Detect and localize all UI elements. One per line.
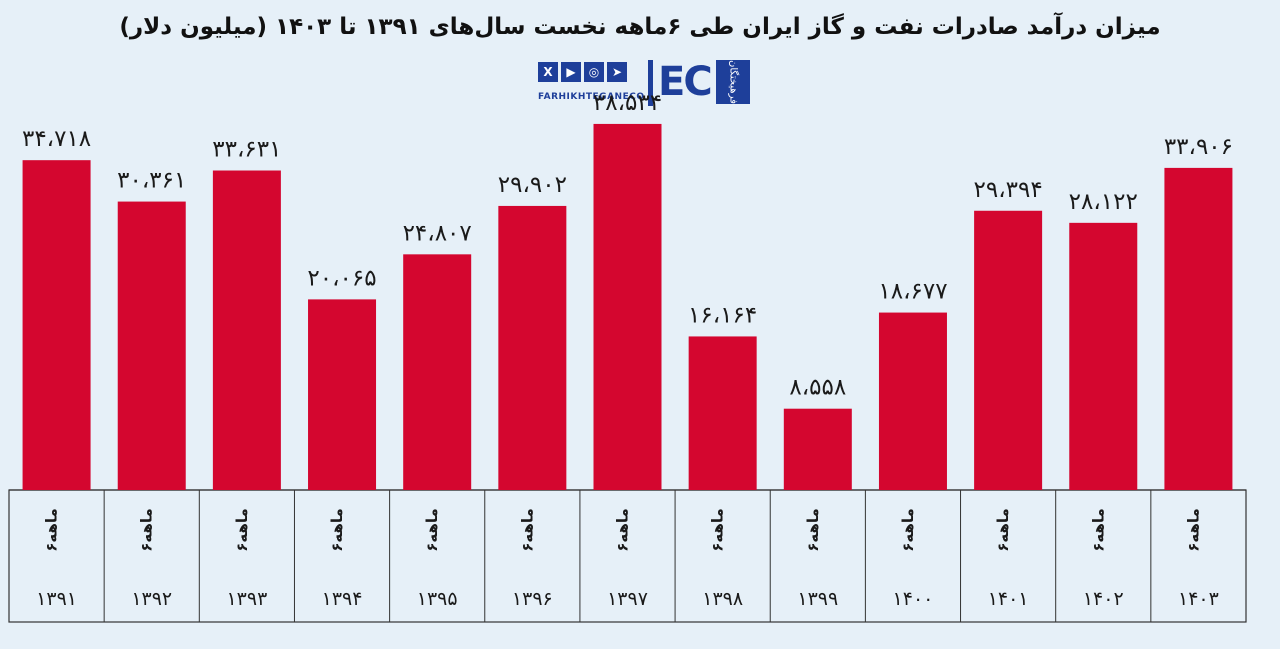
tick-label: ۱۴۰۰ — [893, 588, 934, 610]
x-icon[interactable]: X — [538, 62, 558, 82]
period-label: ۶ماهه — [328, 508, 346, 552]
data-label: ۳۰،۳۶۱ — [117, 168, 186, 194]
tick-label: ۱۳۹۹ — [797, 588, 838, 610]
period-label: ۶ماهه — [1184, 508, 1202, 552]
telegram-icon[interactable]: ➤ — [607, 62, 627, 82]
period-label: ۶ماهه — [709, 508, 727, 552]
period-label: ۶ماهه — [1089, 508, 1107, 552]
tick-label: ۱۳۹۱ — [36, 588, 77, 610]
bar — [403, 254, 472, 490]
data-label: ۸،۵۵۸ — [789, 375, 846, 401]
period-label: ۶ماهه — [423, 508, 441, 552]
logo-letters: EC — [658, 59, 713, 105]
tick-label: ۱۳۹۳ — [226, 588, 267, 610]
data-label: ۱۶،۱۶۴ — [688, 302, 757, 328]
period-label: ۶ماهه — [804, 508, 822, 552]
tick-label: ۱۳۹۵ — [417, 588, 458, 610]
tick-label: ۱۳۹۶ — [512, 588, 553, 610]
tick-label: ۱۳۹۲ — [131, 588, 172, 610]
period-label: ۶ماهه — [43, 508, 61, 552]
bar — [1164, 167, 1233, 490]
site-name: FARHIKHTEGANECO — [538, 92, 645, 102]
data-label: ۲۴،۸۰۷ — [403, 220, 472, 246]
period-label: ۶ماهه — [994, 508, 1012, 552]
logo-bar — [648, 60, 653, 106]
bar — [117, 201, 186, 490]
bar — [593, 123, 662, 490]
bar — [22, 160, 91, 490]
period-label: ۶ماهه — [138, 508, 156, 552]
logo-box: فرهیختگان — [716, 60, 750, 104]
social-icons: X ▶ ◎ ➤ — [538, 62, 627, 82]
bar — [498, 205, 567, 490]
tick-label: ۱۳۹۴ — [322, 588, 363, 610]
data-label: ۲۹،۹۰۲ — [498, 172, 567, 198]
youtube-icon[interactable]: ▶ — [561, 62, 581, 82]
tick-label: ۱۳۹۸ — [702, 588, 743, 610]
period-label: ۶ماهه — [518, 508, 536, 552]
tick-label: ۱۴۰۱ — [988, 588, 1029, 610]
bar — [783, 408, 852, 490]
data-label: ۲۸،۱۲۲ — [1069, 189, 1138, 215]
data-label: ۱۸،۶۷۷ — [878, 279, 947, 305]
bar — [878, 312, 947, 490]
tick-label: ۱۳۹۷ — [607, 588, 648, 610]
period-label: ۶ماهه — [233, 508, 251, 552]
data-label: ۲۹،۳۹۴ — [974, 177, 1043, 203]
brand-logo: X ▶ ◎ ➤ FARHIKHTEGANECO EC فرهیختگان — [536, 58, 752, 110]
period-label: ۶ماهه — [614, 508, 632, 552]
chart-title: میزان درآمد صادرات نفت و گاز ایران طی ۶م… — [119, 14, 1161, 40]
tick-label: ۱۴۰۳ — [1178, 588, 1219, 610]
bar — [688, 336, 757, 490]
bar — [974, 210, 1043, 490]
bar — [1069, 222, 1138, 490]
data-label: ۳۳،۹۰۶ — [1164, 134, 1233, 160]
bar — [212, 170, 281, 490]
period-label: ۶ماهه — [899, 508, 917, 552]
data-label: ۳۸،۵۳۴ — [593, 90, 662, 116]
tick-label: ۱۴۰۲ — [1083, 588, 1124, 610]
bar — [308, 299, 377, 490]
data-label: ۳۴،۷۱۸ — [22, 126, 91, 152]
instagram-icon[interactable]: ◎ — [584, 62, 604, 82]
data-label: ۲۰،۰۶۵ — [307, 265, 376, 291]
data-label: ۳۳،۶۳۱ — [212, 137, 281, 163]
